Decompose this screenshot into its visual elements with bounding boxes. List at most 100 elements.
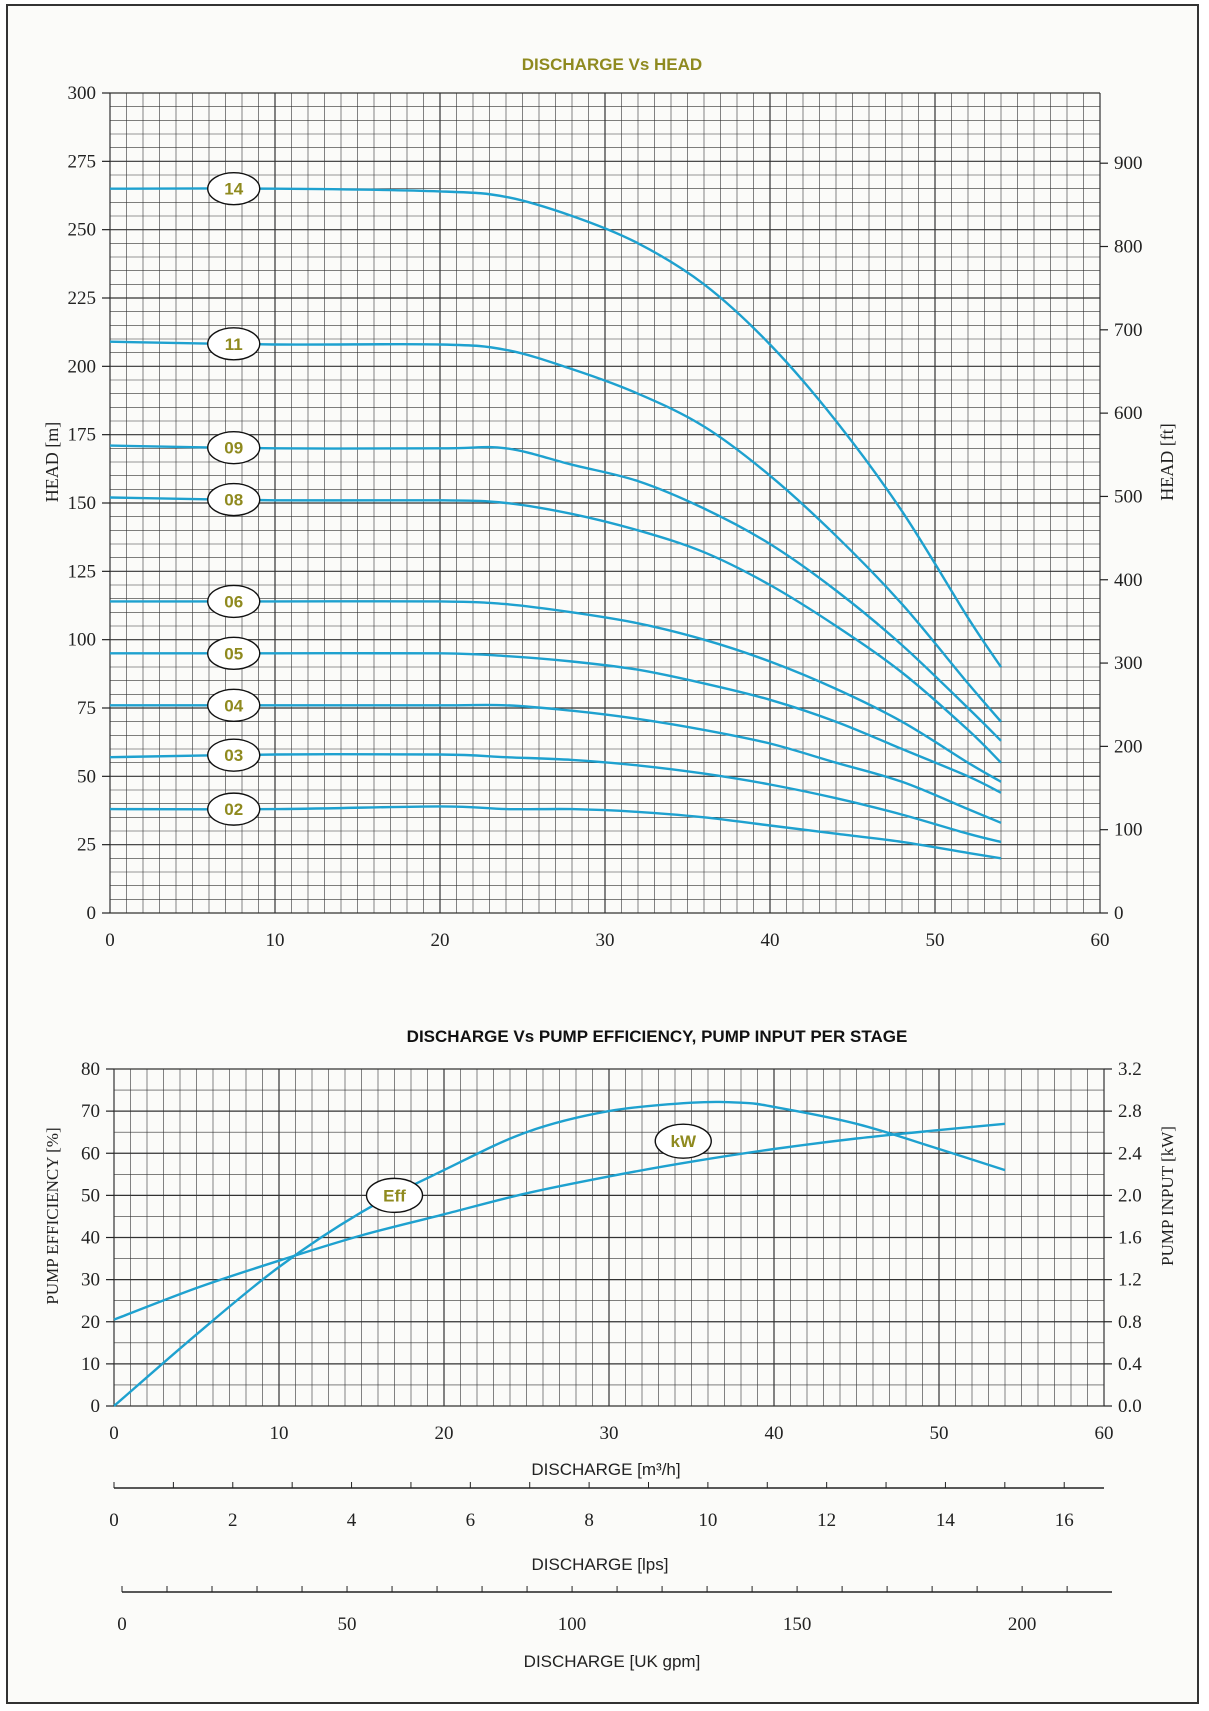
- head-y2-tick-label: 700: [1114, 320, 1143, 341]
- secondary-axis-tick-label: 12: [817, 1510, 836, 1531]
- efficiency-y2-tick-label: 0.4: [1118, 1354, 1142, 1375]
- efficiency-x-tick-label: 20: [435, 1423, 454, 1444]
- head-x-tick-label: 0: [105, 930, 115, 951]
- head-curve-label-03-ellipse: [207, 738, 261, 772]
- page-frame: [6, 4, 1199, 1704]
- efficiency-y2-tick-label: 2.8: [1118, 1101, 1142, 1122]
- efficiency-y-tick-label: 20: [81, 1312, 100, 1333]
- secondary-axis-tick-label: 0: [109, 1510, 119, 1531]
- head-y-tick-label: 200: [68, 356, 97, 377]
- head-curve-label-05: 05: [224, 644, 243, 663]
- head-curve-09: [109, 444, 1002, 742]
- head-chart-title: DISCHARGE Vs HEAD: [522, 55, 702, 74]
- head-x-tick-label: 40: [761, 930, 780, 951]
- head-x-tick-label: 60: [1091, 930, 1110, 951]
- head-curve-label-14-ellipse: [207, 171, 261, 206]
- head-curve-02: [109, 805, 1002, 860]
- discharge-lps-axis: DISCHARGE [lps] 0 2 4 6 8 10 12 14 16: [109, 1482, 1104, 1574]
- head-y2-tick-label: 500: [1114, 486, 1143, 507]
- efficiency-curve-label-Eff-ellipse: [365, 1177, 424, 1214]
- head-y-tick-label: 25: [77, 835, 96, 856]
- head-y-tick-label: 250: [68, 220, 97, 241]
- head-curve-label-05-ellipse: [207, 636, 261, 671]
- head-y2-axis-label: HEAD [ft]: [1157, 423, 1177, 500]
- gpm-axis-label: DISCHARGE [UK gpm]: [524, 1652, 701, 1671]
- head-curve-11: [109, 340, 1002, 723]
- head-curve-label-06: 06: [224, 592, 243, 611]
- secondary-axis-tick-label: 6: [466, 1510, 476, 1531]
- head-y2-tick-label: 100: [1114, 820, 1143, 841]
- efficiency-y2-tick-label: 0.8: [1118, 1312, 1142, 1333]
- head-curve-label-04: 04: [224, 696, 243, 715]
- efficiency-x-tick-label: 0: [109, 1423, 119, 1444]
- efficiency-x-tick-label: 50: [930, 1423, 949, 1444]
- efficiency-y2-tick-label: 2.4: [1118, 1143, 1142, 1164]
- head-y-tick-label: 50: [77, 766, 96, 787]
- efficiency-curve-label-kW-ellipse: [654, 1123, 712, 1159]
- secondary-axis-tick-label: 100: [558, 1614, 587, 1635]
- head-y-tick-label: 150: [68, 493, 97, 514]
- head-curve-label-02-ellipse: [207, 792, 261, 826]
- head-y-tick-label: 175: [68, 425, 97, 446]
- head-curve-03: [109, 752, 1002, 844]
- efficiency-curve-label-Eff: Eff: [383, 1186, 406, 1205]
- efficiency-curve-Eff: [113, 1100, 1006, 1407]
- head-x-tick-label: 10: [266, 930, 285, 951]
- head-y2-tick-label: 600: [1114, 403, 1143, 424]
- efficiency-y2-tick-label: 0.0: [1118, 1396, 1142, 1417]
- secondary-axis-tick-label: 4: [347, 1510, 357, 1531]
- secondary-axis-tick-label: 150: [783, 1614, 812, 1635]
- discharge-gpm-axis: DISCHARGE [UK gpm] 0 50 100 150 200: [117, 1586, 1112, 1671]
- head-y2-tick-label: 400: [1114, 570, 1143, 591]
- efficiency-curve-label-kW: kW: [671, 1132, 697, 1151]
- secondary-axis-tick-label: 2: [228, 1510, 238, 1531]
- efficiency-y-tick-label: 70: [81, 1101, 100, 1122]
- efficiency-y-tick-label: 40: [81, 1228, 100, 1249]
- head-curve-label-08-ellipse: [207, 482, 261, 517]
- head-x-tick-label: 20: [431, 930, 450, 951]
- head-curve-label-11: 11: [225, 335, 243, 354]
- head-y-tick-label: 275: [68, 151, 97, 172]
- head-y-tick-label: 100: [68, 630, 97, 651]
- head-y-axis-label: HEAD [m]: [42, 422, 62, 502]
- head-y-tick-label: 0: [87, 903, 97, 924]
- head-curve-06: [110, 599, 1002, 783]
- lps-axis-label: DISCHARGE [lps]: [532, 1555, 669, 1574]
- head-curve-label-03: 03: [224, 746, 243, 765]
- head-y2-tick-label: 900: [1114, 153, 1143, 174]
- efficiency-y-tick-label: 60: [81, 1143, 100, 1164]
- secondary-axis-tick-label: 200: [1008, 1614, 1037, 1635]
- efficiency-curve-kW: [113, 1122, 1006, 1321]
- head-curve-04: [109, 703, 1002, 824]
- head-curve-08: [109, 496, 1002, 764]
- efficiency-chart-title: DISCHARGE Vs PUMP EFFICIENCY, PUMP INPUT…: [407, 1027, 908, 1046]
- secondary-axis-tick-label: 14: [936, 1510, 956, 1531]
- head-curve-label-02: 02: [224, 800, 243, 819]
- secondary-axis-tick-label: 16: [1055, 1510, 1074, 1531]
- head-curve-label-04-ellipse: [207, 688, 261, 722]
- head-y2-tick-label: 200: [1114, 736, 1143, 757]
- head-y-tick-label: 225: [68, 288, 97, 309]
- efficiency-x-tick-label: 30: [600, 1423, 619, 1444]
- head-y-tick-label: 75: [77, 698, 96, 719]
- secondary-axis-tick-label: 10: [698, 1510, 717, 1531]
- efficiency-y-tick-label: 0: [91, 1396, 101, 1417]
- efficiency-grid: [113, 1068, 1105, 1407]
- head-ticks: 0 10 20 30 40 50 60025507510012515017520022525…: [68, 83, 1143, 951]
- head-curve-14: [109, 187, 1002, 668]
- head-x-tick-label: 30: [596, 930, 615, 951]
- efficiency-series: Eff kW: [113, 1100, 1006, 1407]
- efficiency-y2-tick-label: 1.6: [1118, 1228, 1142, 1249]
- secondary-axis-tick-label: 50: [338, 1614, 357, 1635]
- efficiency-y-tick-label: 30: [81, 1270, 100, 1291]
- head-curve-label-09-ellipse: [207, 430, 261, 465]
- head-x-tick-label: 50: [926, 930, 945, 951]
- efficiency-y-axis-label: PUMP EFFICIENCY [%]: [43, 1127, 62, 1304]
- head-curve-label-06-ellipse: [207, 584, 261, 619]
- head-y2-tick-label: 300: [1114, 653, 1143, 674]
- efficiency-y-tick-label: 10: [81, 1354, 100, 1375]
- secondary-axis-tick-label: 8: [584, 1510, 594, 1531]
